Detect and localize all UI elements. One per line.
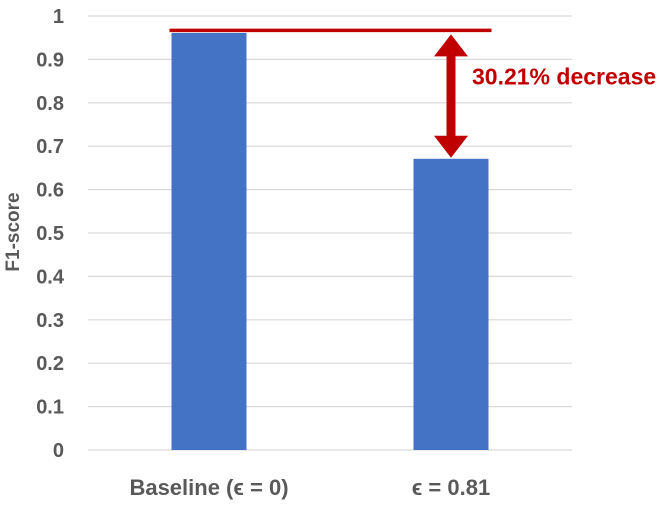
double-arrow: [434, 34, 468, 158]
y-tick-label: 0: [53, 440, 64, 462]
bar: [171, 32, 247, 451]
annotation-label: 30.21% decrease: [472, 63, 656, 89]
y-tick-label: 0.7: [36, 136, 64, 158]
y-axis-title: F1-score: [3, 192, 24, 271]
y-tick-label: 0.8: [36, 93, 64, 115]
bar: [413, 158, 489, 450]
x-category-labels: Baseline (ϵ = 0) ϵ = 0.81: [129, 475, 490, 500]
y-tick-labels: 0 0.1 0.2 0.3 0.4 0.5 0.6 0.7 0.8 0.9 1: [36, 6, 65, 462]
y-tick-label: 0.5: [36, 223, 64, 245]
y-tick-label: 1: [53, 6, 64, 28]
gridlines: [88, 15, 572, 451]
y-tick-label: 0.3: [36, 310, 64, 332]
y-tick-label: 0.9: [36, 49, 64, 71]
y-tick-label: 0.6: [36, 180, 64, 202]
bars: [171, 32, 489, 451]
decrease-annotation: 30.21% decrease: [169, 28, 656, 158]
x-category-label: ϵ = 0.81: [412, 475, 490, 500]
y-tick-label: 0.1: [36, 397, 64, 419]
y-tick-label: 0.2: [36, 353, 64, 375]
x-category-label: Baseline (ϵ = 0): [129, 475, 288, 500]
y-tick-label: 0.4: [36, 266, 65, 288]
